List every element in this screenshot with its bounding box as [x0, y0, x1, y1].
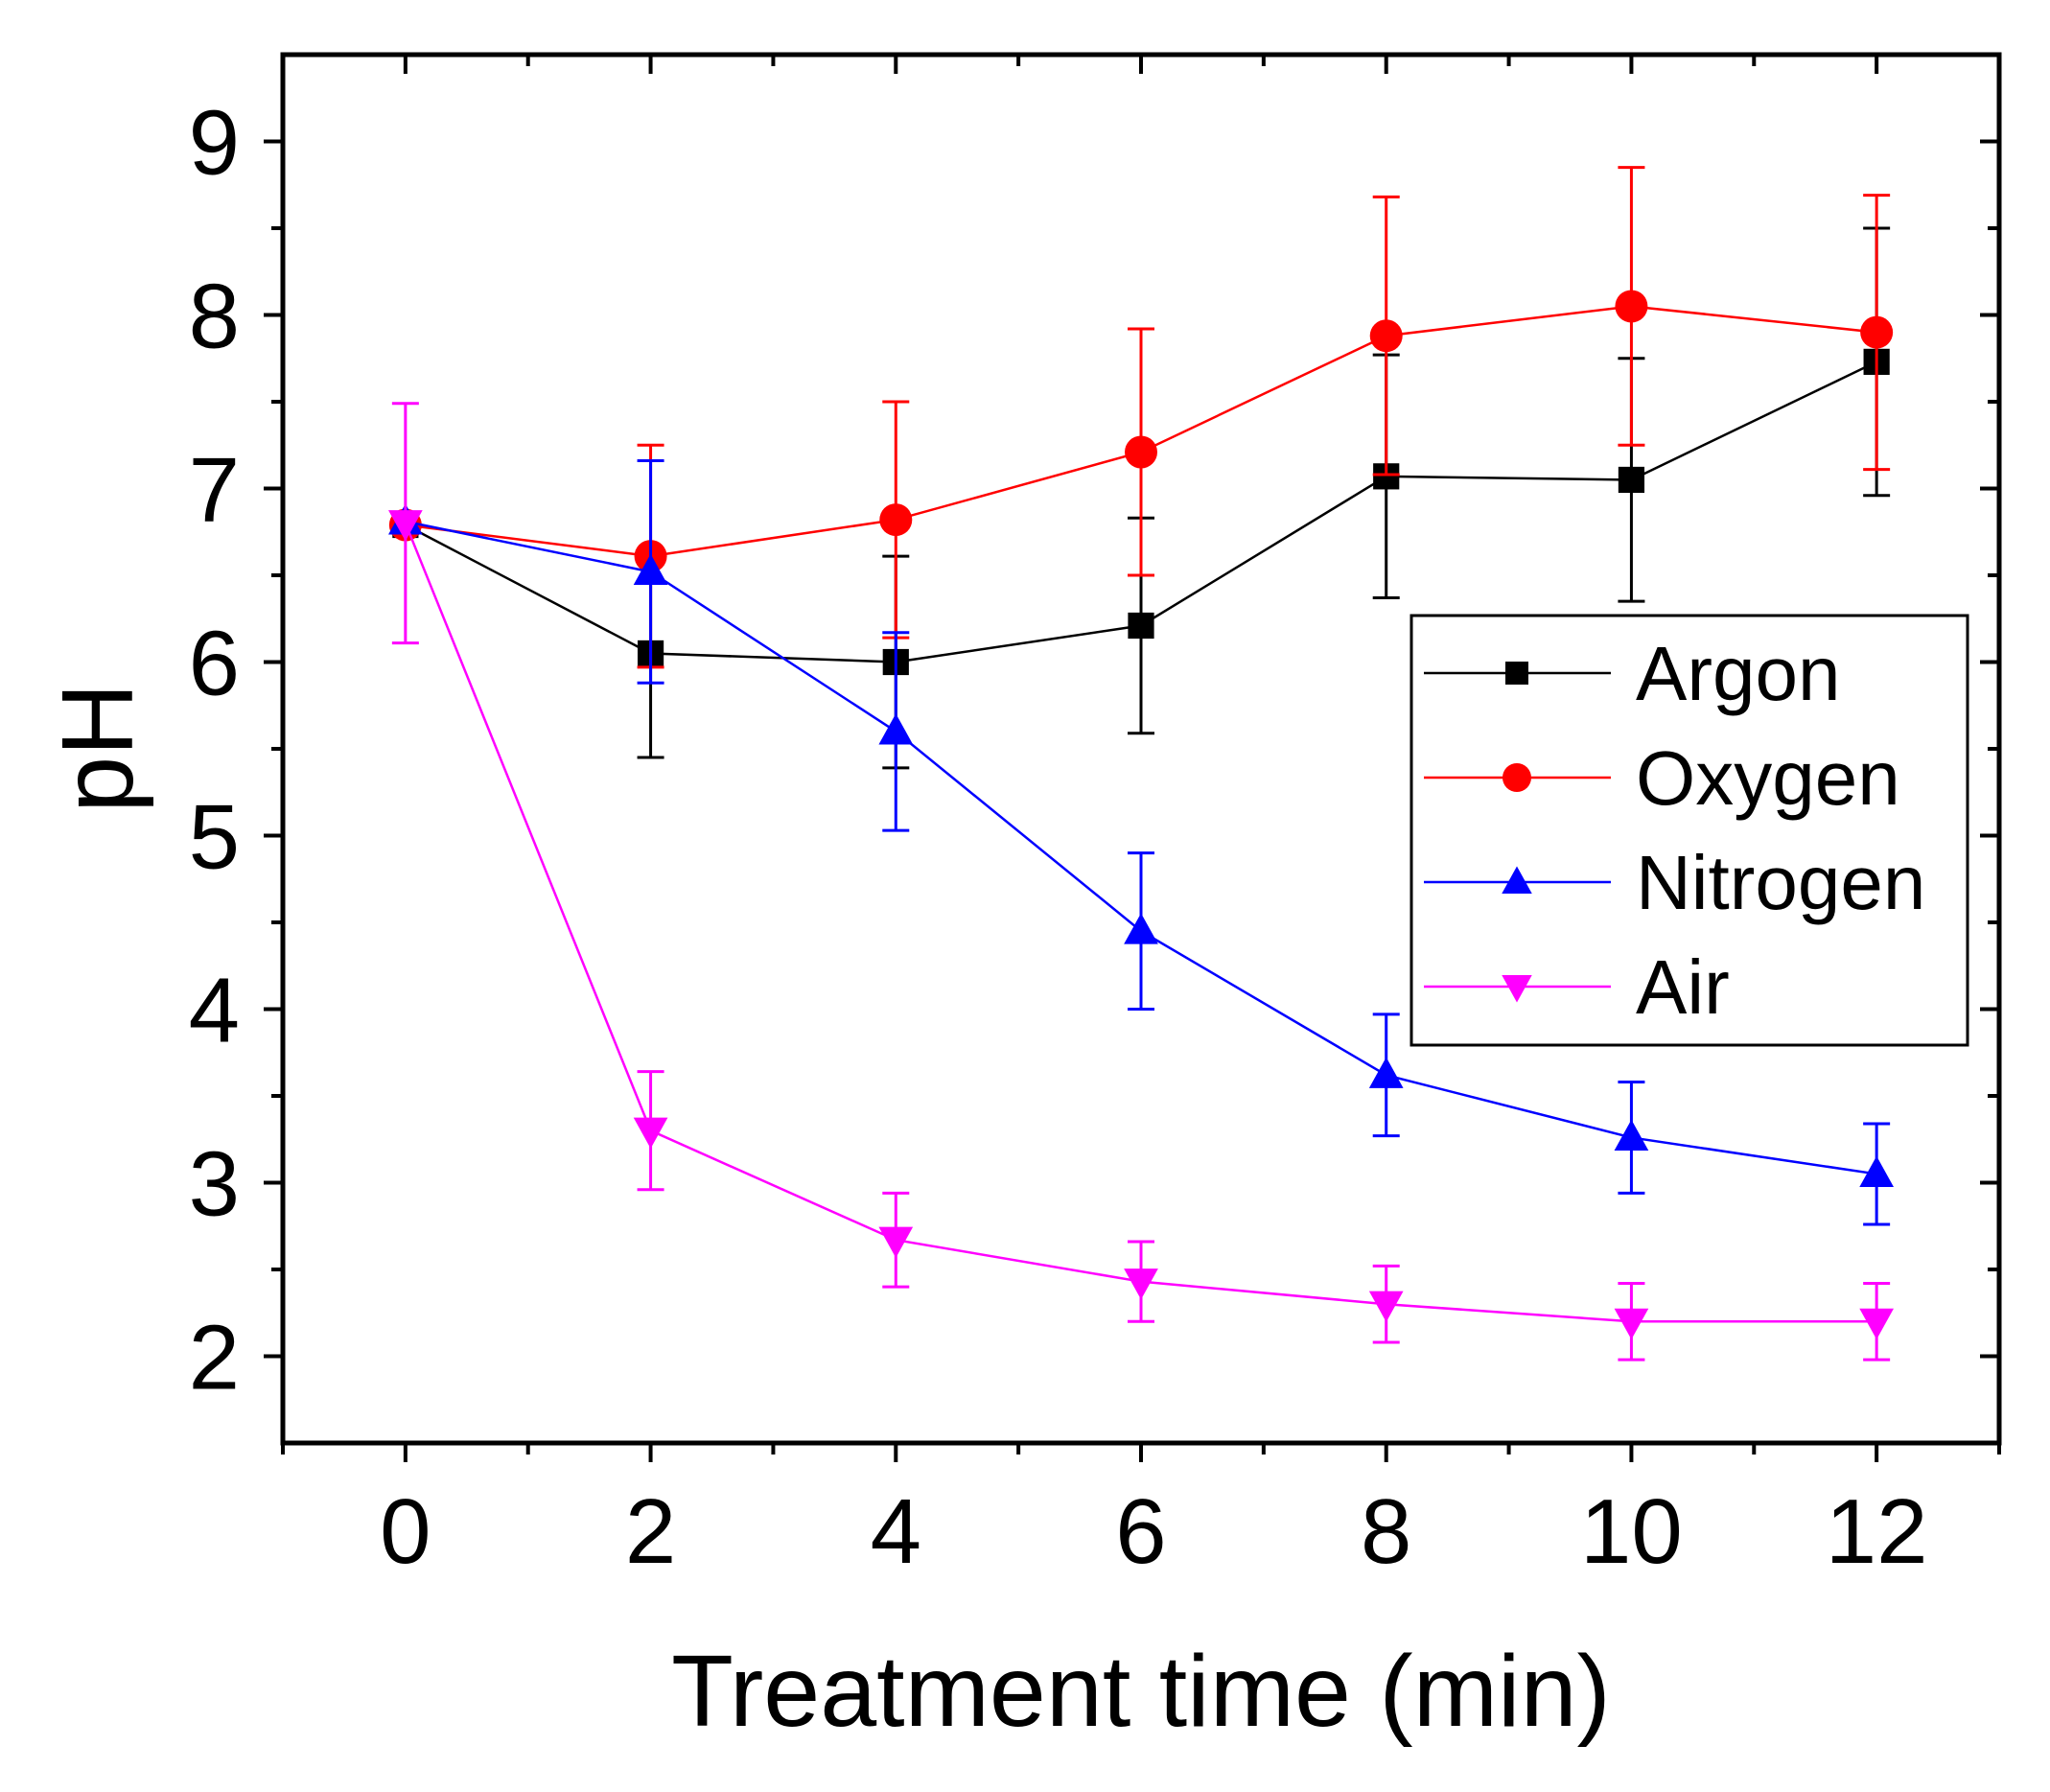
legend-item-nitrogen: Nitrogen [1424, 840, 1925, 925]
data-point [388, 510, 423, 542]
data-point [878, 1226, 914, 1258]
legend-label: Argon [1636, 631, 1840, 716]
x-axis-title: Treatment time (min) [671, 1635, 1611, 1748]
data-point [1369, 319, 1403, 353]
data-point [1615, 290, 1648, 323]
y-tick-label: 8 [189, 266, 240, 368]
y-tick-label: 6 [189, 613, 240, 715]
data-point [1502, 975, 1532, 1003]
data-point [1368, 1057, 1404, 1088]
y-tick-label: 4 [189, 960, 240, 1062]
x-tick-label: 10 [1580, 1480, 1683, 1583]
y-tick-label: 7 [189, 439, 240, 542]
data-point [633, 553, 668, 585]
data-point [879, 503, 913, 537]
x-tick-label: 4 [871, 1480, 921, 1583]
x-tick-label: 8 [1361, 1480, 1411, 1583]
x-tick-label: 6 [1115, 1480, 1166, 1583]
data-point [1503, 763, 1531, 792]
y-tick-label: 3 [189, 1133, 240, 1236]
data-point [1859, 1155, 1894, 1188]
data-point [1614, 1308, 1649, 1339]
legend-item-oxygen: Oxygen [1424, 735, 1900, 821]
legend-item-argon: Argon [1424, 631, 1840, 716]
x-tick-label: 12 [1826, 1480, 1928, 1583]
series-layer [388, 166, 1894, 1361]
legend-label: Oxygen [1636, 735, 1900, 821]
y-axis-title: pH [41, 683, 154, 813]
legend: Argon Oxygen Nitrogen Air [1409, 614, 1969, 1047]
data-point [1368, 1291, 1404, 1322]
series-air [388, 402, 1894, 1361]
data-point [1128, 612, 1154, 640]
data-point [1860, 315, 1894, 349]
y-tick-label: 9 [189, 92, 240, 195]
data-point [1124, 1268, 1158, 1300]
legend-label: Air [1636, 944, 1730, 1030]
y-tick-labels: 2 3 4 5 6 7 8 9 [189, 92, 240, 1409]
y-tick-label: 5 [189, 786, 240, 889]
data-point [878, 713, 914, 745]
legend-label: Nitrogen [1636, 840, 1925, 925]
series-oxygen [388, 166, 1894, 669]
data-point [1125, 435, 1157, 469]
data-point [1859, 1308, 1894, 1339]
legend-item-air: Air [1424, 944, 1730, 1030]
x-tick-label: 2 [625, 1480, 676, 1583]
y-tick-label: 2 [189, 1307, 240, 1409]
data-point [1502, 866, 1532, 894]
data-point [1124, 913, 1158, 944]
legend-box [1409, 614, 1969, 1047]
x-tick-labels: 0 2 4 6 8 10 12 [380, 1480, 1927, 1583]
data-point [1505, 662, 1528, 685]
data-point [633, 1117, 668, 1149]
x-tick-label: 0 [380, 1480, 431, 1583]
axis-ticks [264, 55, 2001, 1462]
data-point [1618, 466, 1645, 494]
data-point [1614, 1119, 1649, 1152]
